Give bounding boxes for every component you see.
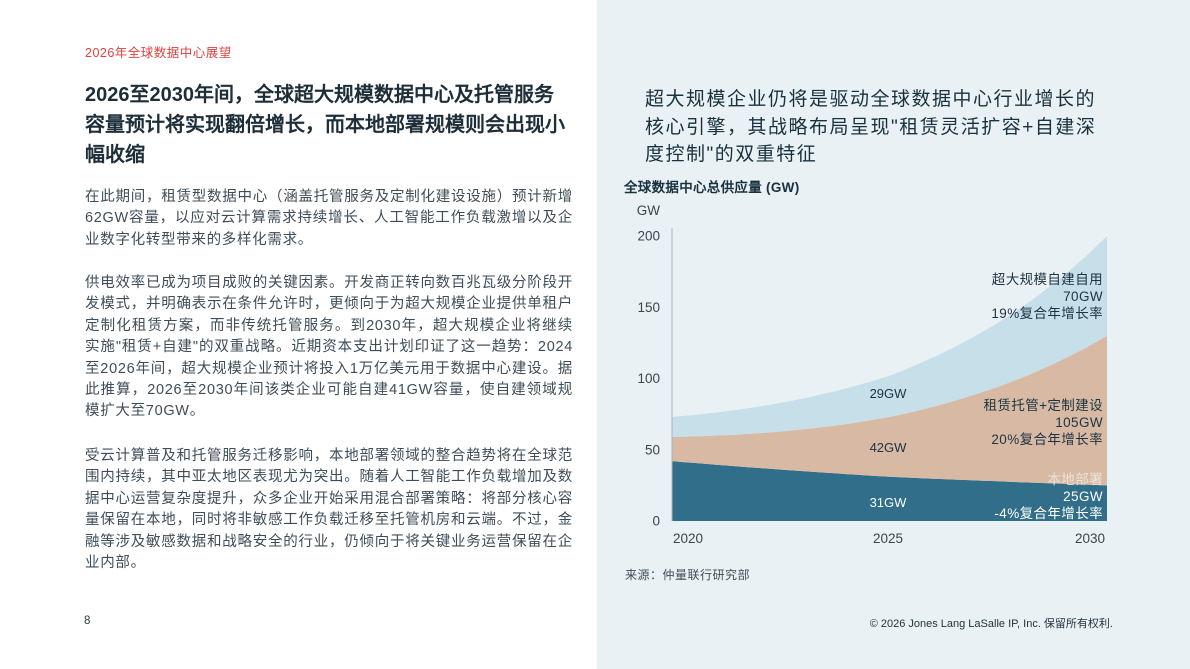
annotation-on-premise-value: 25GW — [1063, 489, 1103, 504]
chart-panel: 超大规模企业仍将是驱动全球数据中心行业增长的核心引擎，其战略布局呈现"租赁灵活扩… — [597, 0, 1190, 669]
x-tick-2030: 2030 — [1075, 531, 1105, 546]
annotation-colocation-name: 租赁托管+定制建设 — [984, 398, 1103, 413]
area-colocation — [672, 335, 1107, 486]
annotation-self-build-name: 超大规模自建自用 — [992, 272, 1103, 287]
annotation-self-build-cagr: 19%复合年增长率 — [991, 305, 1103, 321]
x-tick-2020: 2020 — [673, 531, 703, 546]
y-tick-100: 100 — [637, 371, 660, 386]
area-self-build — [672, 236, 1107, 437]
y-tick-50: 50 — [645, 442, 660, 457]
page-headline: 2026至2030年间，全球超大规模数据中心及托管服务容量预计将实现翻倍增长，而… — [85, 84, 565, 166]
y-tick-0: 0 — [652, 514, 660, 529]
report-title-eyebrow: 2026年全球数据中心展望 — [85, 46, 232, 60]
x-tick-2025: 2025 — [873, 531, 903, 546]
annotation-on-premise-cagr: -4%复合年增长率 — [994, 505, 1103, 521]
value-label-colocation-2025: 42GW — [870, 440, 908, 455]
y-axis-unit: GW — [637, 203, 661, 218]
chart-heading: 超大规模企业仍将是驱动全球数据中心行业增长的核心引擎，其战略布局呈现"租赁灵活扩… — [645, 89, 1097, 165]
annotation-colocation-value: 105GW — [1055, 415, 1103, 430]
value-label-on-premise-2025: 31GW — [870, 495, 908, 510]
left-column: 2026年全球数据中心展望 2026至2030年间，全球超大规模数据中心及托管服… — [84, 46, 573, 627]
stacked-area-chart: GW 200 150 100 50 0 2020 2025 2030 29GW … — [637, 203, 1107, 546]
y-tick-150: 150 — [637, 300, 660, 315]
value-label-self-build-2025: 29GW — [870, 386, 908, 401]
paragraph-3: 受云计算普及和托管服务迁移影响，本地部署领域的整合趋势将在全球范围内持续，其中亚… — [85, 448, 573, 572]
copyright-notice: © 2026 Jones Lang LaSalle IP, Inc. 保留所有权… — [869, 618, 1113, 630]
annotation-self-build-value: 70GW — [1063, 289, 1103, 304]
page-number: 8 — [84, 615, 91, 627]
annotation-on-premise-name: 本地部署 — [1047, 472, 1103, 487]
chart-source: 来源：仲量联行研究部 — [625, 568, 751, 582]
area-on-premise — [672, 461, 1107, 521]
y-tick-200: 200 — [637, 229, 660, 244]
paragraph-2: 供电效率已成为项目成败的关键因素。开发商正转向数百兆瓦级分阶段开发模式，并明确表… — [85, 275, 573, 420]
annotation-colocation-cagr: 20%复合年增长率 — [991, 431, 1103, 447]
chart-title: 全球数据中心总供应量 (GW) — [624, 180, 800, 195]
paragraph-1: 在此期间，租赁型数据中心（涵盖托管服务及定制化建设设施）预计新增62GW容量，以… — [85, 189, 573, 248]
